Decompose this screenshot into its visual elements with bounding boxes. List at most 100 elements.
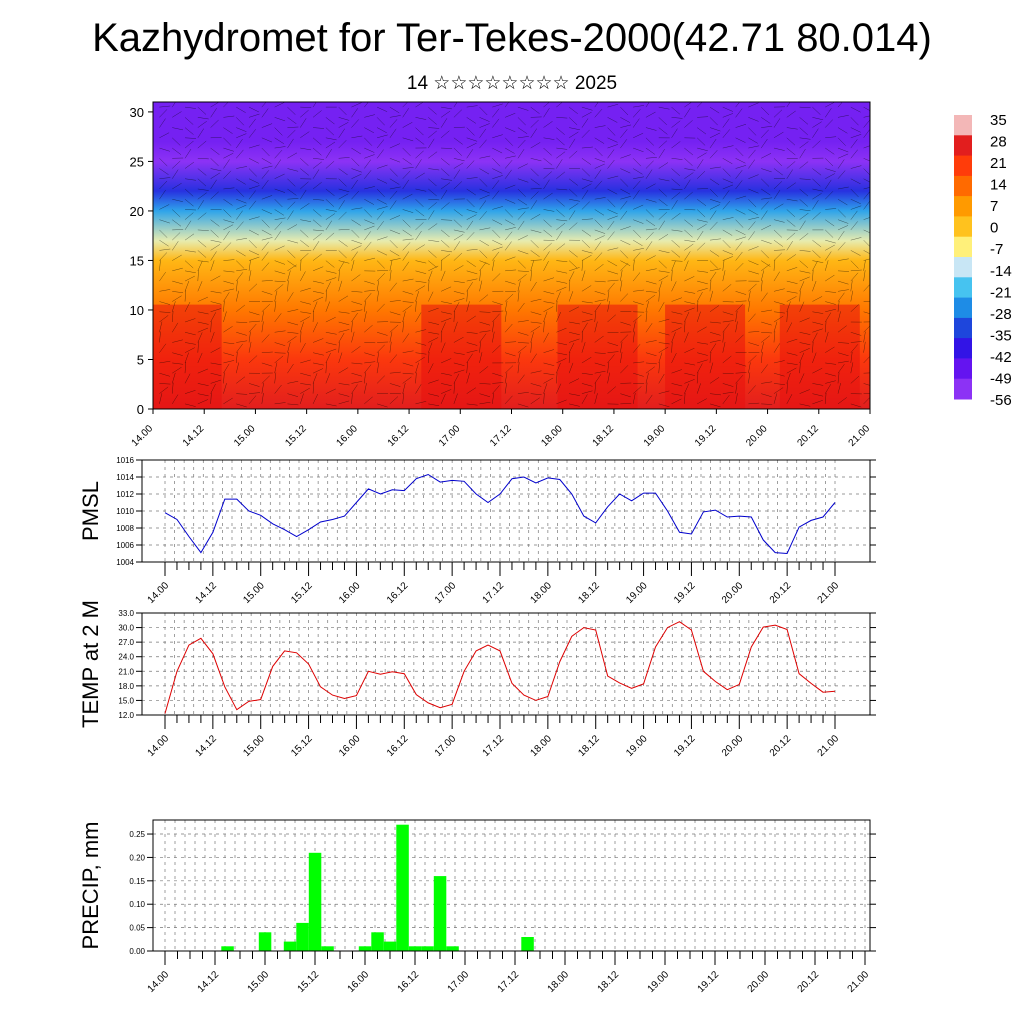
wind-barb [632,158,642,167]
wind-barb [633,248,644,251]
wind-barb [530,370,542,374]
wind-barb [184,209,197,211]
wind-barb [543,377,554,384]
wind-barb [722,145,734,149]
wind-barb [210,312,217,323]
wind-barb [696,209,706,218]
wind-barb [248,118,256,128]
wind-barb [850,178,861,185]
wind-barb [684,307,695,313]
y-tick-label: 20 [130,204,144,219]
wind-barb [671,321,683,325]
wind-barb [543,311,548,323]
wind-barb [761,381,773,384]
wind-barb [837,352,849,357]
wind-barb [825,346,835,353]
wind-barb [581,178,593,183]
wind-barb [760,364,768,374]
wind-barb [428,337,439,343]
wind-barb [300,311,312,314]
wind-barb [761,239,772,244]
wind-barb [568,362,574,374]
wind-barb [466,332,478,334]
wind-barb [696,383,701,394]
wind-barb [773,288,785,292]
wind-barb [671,332,676,343]
x-tick-label: 17.12 [481,733,507,759]
wind-barb [748,362,751,374]
wind-barb [440,158,450,166]
wind-barb [184,280,190,292]
y-tick-label: 0.15 [129,877,145,886]
wind-barb [658,332,670,336]
wind-barb [364,170,372,179]
wind-barb [696,372,699,384]
wind-barb [325,301,331,312]
wind-barb [722,270,726,282]
wind-barb [594,321,598,333]
y-tick-label: 1004 [116,558,134,567]
wind-barb [466,248,478,251]
wind-barb [492,103,503,108]
wind-barb [837,170,846,179]
wind-barb [799,342,811,346]
wind-barb [684,168,696,171]
wind-barb [184,137,197,139]
wind-barb [556,383,562,394]
wind-barb [722,355,732,364]
wind-barb [184,220,192,231]
wind-barb [850,127,861,133]
wind-barb [402,209,414,213]
wind-barb [709,106,720,114]
wind-barb [479,139,487,149]
wind-barb [466,387,477,394]
wind-barb [287,309,299,313]
y-tick-label: 1010 [116,507,134,516]
wind-barb [581,146,593,149]
wind-barb [184,260,194,269]
wind-barb [300,253,309,261]
wind-barb [658,346,669,353]
wind-barb [517,352,521,364]
wind-barb [671,158,683,160]
x-tick-label: 17.00 [446,969,472,995]
wind-barb [773,343,781,353]
wind-barb [197,296,209,302]
wind-barb [594,311,597,323]
wind-barb [633,361,645,364]
wind-barb [760,210,768,220]
wind-barb [364,324,373,333]
wind-barb [645,169,653,179]
wind-barb [543,137,555,140]
wind-barb [786,372,791,384]
wind-barb [684,107,691,118]
wind-barb [492,310,504,313]
wind-barb [684,379,695,384]
wind-barb [837,289,849,292]
wind-barb [402,137,414,142]
wind-barb [184,275,195,282]
colorbar-label: -35 [990,327,1012,344]
series-line [164,473,836,555]
grid [153,820,870,952]
wind-barb [312,393,319,404]
wind-barb [312,301,318,312]
wind-barb [376,149,384,159]
wind-barb [428,260,437,268]
wind-barb [684,362,696,366]
wind-barb [620,280,623,292]
wind-barb [696,102,703,108]
wind-barb [568,260,578,269]
wind-barb [581,301,593,304]
wind-barb [825,136,837,139]
x-tick-label: 20.00 [720,580,746,606]
wind-barb [441,178,453,181]
wind-barb [824,260,829,271]
wind-barb [824,321,827,333]
wind-barb [735,375,744,384]
wind-barb [504,300,508,312]
wind-barb [837,225,849,231]
wind-barb [632,259,635,271]
wind-barb [376,362,380,374]
wind-barb [415,150,424,159]
